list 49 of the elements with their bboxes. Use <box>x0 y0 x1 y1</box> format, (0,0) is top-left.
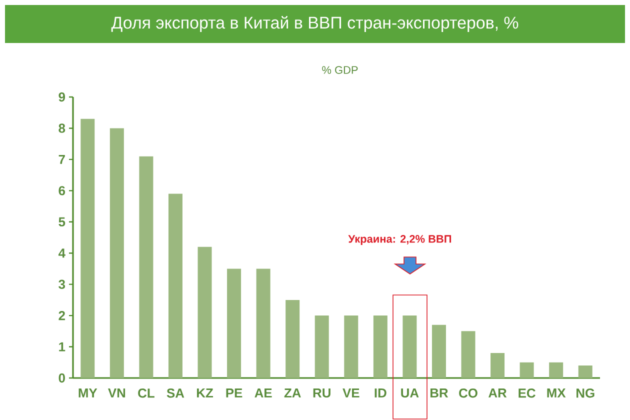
x-tick-label: ZA <box>284 388 301 398</box>
x-tick-label: ID <box>374 388 386 398</box>
y-tick-label: 8 <box>58 124 66 133</box>
x-tick-label: KZ <box>196 388 214 398</box>
y-tick-label: 7 <box>58 154 65 164</box>
bar <box>110 128 124 378</box>
bar <box>168 194 182 378</box>
bar <box>461 331 476 378</box>
x-tick-label: VN <box>108 388 126 398</box>
bar <box>344 316 358 378</box>
x-tick-label: MX <box>547 388 566 398</box>
bar <box>520 362 534 378</box>
bar <box>256 268 270 378</box>
chart-title: Доля экспорта в Китай в ВВП стран-экспортеров, % <box>111 16 518 32</box>
x-tick-label: MY <box>78 388 98 398</box>
x-tick-label: BR <box>430 388 448 398</box>
x-tick-label: AR <box>488 388 507 398</box>
bar <box>80 118 95 378</box>
bar <box>198 246 212 378</box>
x-tick-label: UA <box>401 388 419 398</box>
x-tick-label: CL <box>138 388 154 398</box>
y-tick-label: 5 <box>58 217 66 226</box>
x-tick-label: EC <box>518 388 536 398</box>
y-tick-label: 4 <box>58 248 66 258</box>
bar <box>286 300 300 378</box>
x-tick-label: CO <box>459 388 478 398</box>
x-tick-label: NG <box>576 388 594 398</box>
x-tick-label: PE <box>226 388 242 398</box>
y-tick-label: 3 <box>58 280 66 289</box>
bar <box>578 366 592 378</box>
bar <box>549 362 564 378</box>
y-tick-label: 6 <box>58 186 66 196</box>
annotation: Украина: 2,2% ВВП <box>348 235 452 245</box>
y-tick-label: 0 <box>58 373 65 383</box>
x-tick-label: RU <box>313 388 330 398</box>
bar <box>432 324 446 378</box>
bar <box>490 353 505 378</box>
y-tick-label: 9 <box>58 92 65 102</box>
bar <box>373 316 388 378</box>
bar <box>402 316 417 378</box>
bar <box>139 156 154 378</box>
y-tick-label: 1 <box>59 342 66 352</box>
x-tick-label: SA <box>166 388 184 398</box>
y-tick-label: 2 <box>58 311 65 320</box>
x-tick-label: AE <box>254 388 272 398</box>
bar <box>314 316 329 378</box>
x-tick-label: VE <box>342 388 360 398</box>
y-axis-title: % GDP <box>322 66 358 74</box>
bar <box>227 268 242 378</box>
